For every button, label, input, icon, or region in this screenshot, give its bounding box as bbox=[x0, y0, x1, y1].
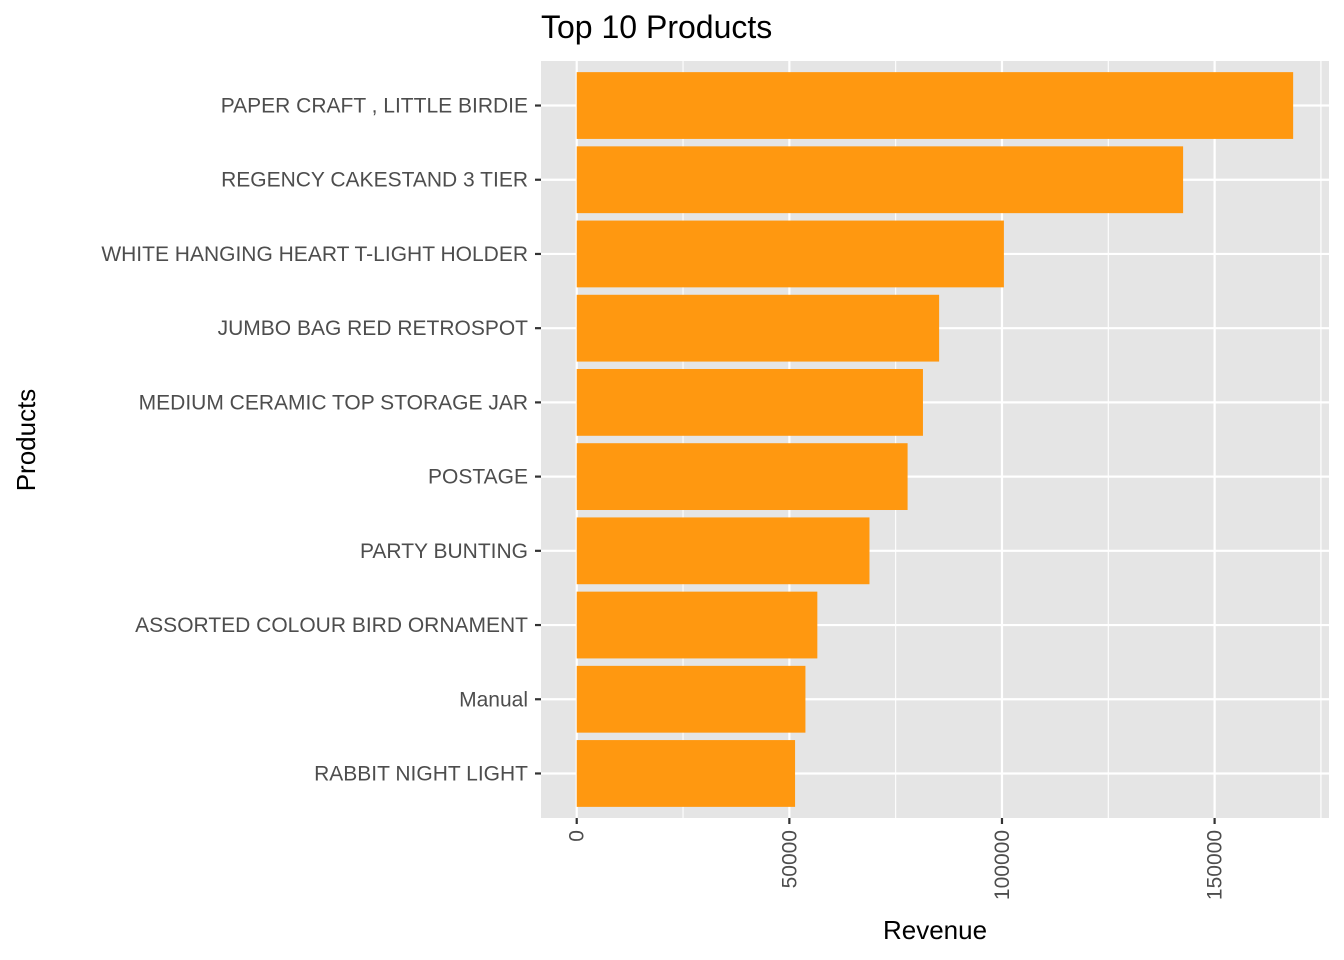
x-axis-title: Revenue bbox=[883, 915, 987, 945]
y-tick-label: PAPER CRAFT , LITTLE BIRDIE bbox=[221, 95, 528, 118]
y-axis: PAPER CRAFT , LITTLE BIRDIE REGENCY CAKES… bbox=[101, 95, 541, 785]
x-tick-label: 50000 bbox=[778, 830, 801, 888]
y-axis-title: Products bbox=[11, 389, 41, 492]
y-tick-label: Manual bbox=[459, 688, 528, 711]
y-tick-label: WHITE HANGING HEART T-LIGHT HOLDER bbox=[101, 243, 528, 266]
bar bbox=[576, 146, 1184, 214]
x-tick-label: 100000 bbox=[991, 830, 1014, 900]
bar bbox=[576, 220, 1004, 288]
bar bbox=[576, 443, 908, 511]
bar bbox=[576, 517, 870, 585]
x-tick-label: 150000 bbox=[1204, 830, 1227, 900]
y-tick-label: JUMBO BAG RED RETROSPOT bbox=[218, 317, 529, 340]
bar bbox=[576, 740, 796, 807]
y-tick-label: POSTAGE bbox=[428, 466, 528, 489]
y-tick-label: MEDIUM CERAMIC TOP STORAGE JAR bbox=[139, 391, 528, 414]
x-axis: 0 50000 100000 150000 bbox=[566, 818, 1227, 900]
bars bbox=[576, 72, 1294, 807]
y-tick-label: REGENCY CAKESTAND 3 TIER bbox=[221, 169, 528, 192]
bar bbox=[576, 591, 818, 659]
bar bbox=[576, 665, 806, 733]
y-tick-label: PARTY BUNTING bbox=[360, 540, 528, 563]
bar bbox=[576, 368, 923, 436]
chart-title: Top 10 Products bbox=[541, 9, 772, 45]
bar bbox=[576, 294, 940, 362]
x-tick-label: 0 bbox=[566, 830, 589, 842]
bar bbox=[576, 72, 1294, 139]
y-tick-label: RABBIT NIGHT LIGHT bbox=[314, 762, 528, 785]
y-tick-label: ASSORTED COLOUR BIRD ORNAMENT bbox=[135, 614, 528, 637]
